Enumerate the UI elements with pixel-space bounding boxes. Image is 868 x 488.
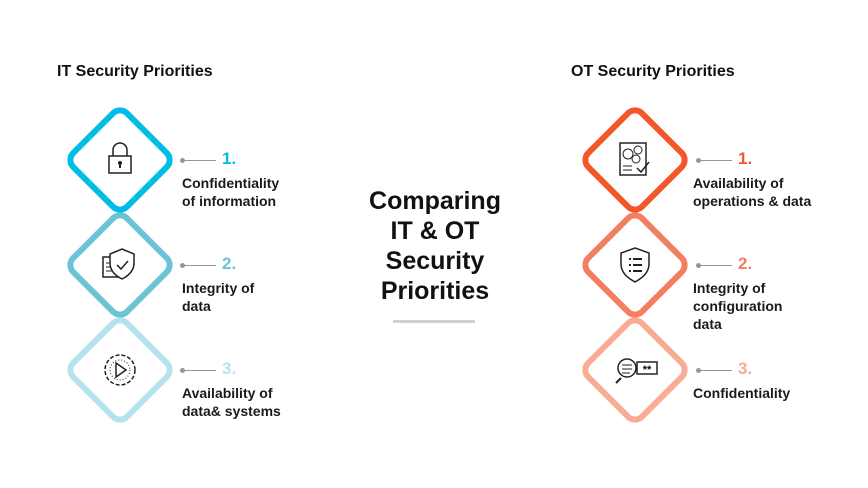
priority-label-line: Integrity of	[182, 280, 255, 296]
ot-diamond-1	[573, 98, 697, 222]
priority-label: Integrity of configuration data	[693, 279, 782, 333]
ot-diamond-2	[573, 203, 697, 327]
priority-label: Confidentiality	[693, 384, 790, 402]
priority-label-line: configuration	[693, 298, 783, 314]
connector-line	[180, 263, 216, 268]
priority-number: 3.	[222, 359, 237, 378]
title-underline	[393, 320, 475, 323]
it-diamond-2	[58, 203, 182, 327]
priority-number: 3.	[738, 359, 753, 378]
priority-label-line: data	[693, 316, 722, 332]
connector-line	[696, 263, 732, 268]
priority-label: Confidentiality of information	[182, 174, 279, 210]
priority-number: 1.	[222, 149, 237, 168]
priority-label-line: data	[182, 298, 211, 314]
it-diamond-1	[58, 98, 182, 222]
diamond-frame	[67, 317, 173, 423]
connector-line	[696, 158, 732, 163]
gear-play-icon	[104, 354, 136, 386]
priority-label-line: Availability of	[693, 175, 784, 191]
priority-label-line: Integrity of	[693, 280, 766, 296]
ot-heading: OT Security Priorities	[571, 63, 735, 80]
priority-number: 2.	[222, 254, 237, 273]
center-title-line: IT & OT	[390, 217, 480, 245]
it-heading: IT Security Priorities	[57, 63, 213, 80]
diamond-frame	[582, 107, 688, 213]
priority-label-line: operations & data	[693, 193, 812, 209]
center-title-line: Comparing	[369, 187, 501, 215]
padlock-icon	[108, 142, 132, 174]
svg-text:**: **	[643, 364, 652, 376]
ot-diamond-3: **	[573, 308, 697, 432]
connector-line	[180, 368, 216, 373]
gears-checklist-icon	[619, 142, 650, 176]
magnifier-password-icon: **	[615, 358, 658, 384]
priority-label: Integrity of data	[182, 279, 254, 315]
diamond-frame	[582, 317, 688, 423]
document-shield-check-icon	[102, 248, 135, 280]
priority-number: 2.	[738, 254, 753, 273]
connector-line	[180, 158, 216, 163]
center-title-line: Priorities	[380, 277, 490, 305]
priority-label-line: of information	[182, 193, 277, 209]
priority-label-line: Availability of	[182, 385, 273, 401]
priority-label: Availability of operations & data	[693, 174, 811, 210]
diamond-frame	[67, 107, 173, 213]
shield-list-icon	[620, 247, 650, 283]
priority-label: Availability of data& systems	[182, 384, 281, 420]
it-diamond-3	[58, 308, 182, 432]
connector-line	[696, 368, 732, 373]
priority-label-line: data& systems	[182, 403, 281, 419]
center-title: Comparing IT & OT Security Priorities	[340, 186, 530, 306]
priority-number: 1.	[738, 149, 753, 168]
priority-label-line: Confidentiality	[182, 175, 280, 191]
priority-label-line: Confidentiality	[693, 385, 791, 401]
center-title-line: Security	[385, 247, 485, 275]
